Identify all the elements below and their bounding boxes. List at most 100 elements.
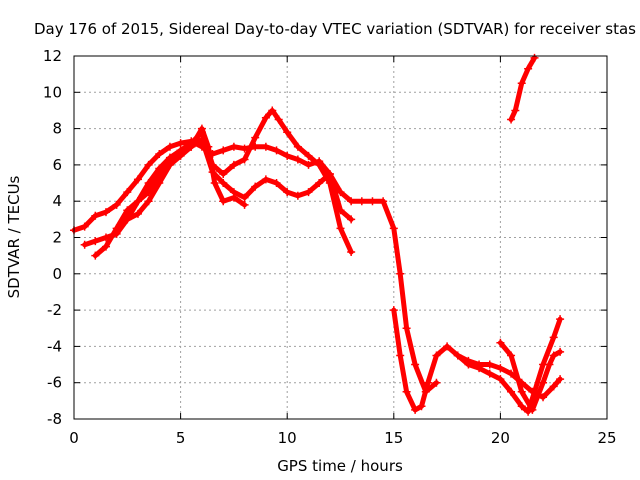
data-point (293, 155, 302, 164)
x-tick-label: 25 (597, 429, 616, 447)
data-point (144, 160, 153, 169)
data-point (389, 306, 398, 315)
data-point (549, 351, 558, 360)
data-point (219, 197, 228, 206)
data-point (219, 179, 228, 188)
data-point (315, 179, 324, 188)
data-point (91, 211, 100, 220)
data-point (229, 193, 238, 202)
data-point (133, 197, 142, 206)
data-point (187, 142, 196, 151)
x-tick-label: 20 (491, 429, 510, 447)
data-point (368, 197, 377, 206)
data-point (219, 169, 228, 178)
data-point (283, 188, 292, 197)
grid (74, 56, 607, 419)
data-point (240, 155, 249, 164)
data-point (261, 113, 270, 122)
x-tick-label: 5 (176, 429, 186, 447)
data-point (261, 142, 270, 151)
data-point (336, 224, 345, 233)
data-point (396, 351, 405, 360)
data-point (432, 351, 441, 360)
data-point (283, 128, 292, 137)
y-axis-label: SDTVAR / TECUs (5, 175, 23, 298)
data-point (402, 387, 411, 396)
data-point (304, 151, 313, 160)
data-point (347, 197, 356, 206)
data-point (507, 351, 516, 360)
data-point (517, 402, 526, 411)
data-point (423, 378, 432, 387)
data-point (545, 360, 554, 369)
data-point (274, 115, 283, 124)
data-point (272, 146, 281, 155)
data-point (389, 224, 398, 233)
data-point (165, 160, 174, 169)
data-point (315, 160, 324, 169)
data-point (453, 351, 462, 360)
data-marks (70, 53, 565, 416)
y-tick-label: 0 (52, 265, 62, 283)
x-tick-label: 15 (384, 429, 403, 447)
data-point (411, 405, 420, 414)
data-point (155, 179, 164, 188)
data-point (112, 224, 121, 233)
data-point (507, 115, 516, 124)
y-tick-label: 10 (43, 83, 62, 101)
data-point (240, 193, 249, 202)
data-point (417, 402, 426, 411)
data-point (123, 206, 132, 215)
data-point (112, 200, 121, 209)
y-tick-label: -6 (47, 374, 62, 392)
data-point (133, 209, 142, 218)
data-point (251, 133, 260, 142)
y-tick-label: 12 (43, 47, 62, 65)
data-point (496, 364, 505, 373)
data-point (336, 188, 345, 197)
data-point (240, 200, 249, 209)
data-point (524, 64, 533, 73)
y-tick-label: -4 (47, 337, 62, 355)
data-point (443, 342, 452, 351)
data-point (268, 106, 277, 115)
y-tick-label: 8 (52, 120, 62, 138)
data-point (511, 106, 520, 115)
data-point (402, 324, 411, 333)
data-point (101, 208, 110, 217)
data-point (539, 393, 548, 402)
y-tick-label: 2 (52, 229, 62, 247)
data-point (549, 382, 558, 391)
data-point (176, 139, 185, 148)
y-tick-label: -2 (47, 301, 62, 319)
data-point (123, 215, 132, 224)
data-point (133, 175, 142, 184)
data-point (432, 378, 441, 387)
y-tick-label: 6 (52, 156, 62, 174)
data-point (396, 269, 405, 278)
data-point (165, 142, 174, 151)
y-tick-label: 4 (52, 192, 62, 210)
x-tick-label: 0 (69, 429, 79, 447)
data-point (155, 150, 164, 159)
data-point (144, 197, 153, 206)
data-point (229, 142, 238, 151)
data-point (325, 179, 334, 188)
data-point (176, 151, 185, 160)
data-point (528, 405, 537, 414)
data-point (347, 215, 356, 224)
data-point (304, 188, 313, 197)
data-point (485, 369, 494, 378)
data-point (496, 338, 505, 347)
data-point (530, 53, 539, 62)
data-point (556, 347, 565, 356)
data-point (261, 175, 270, 184)
data-point (229, 160, 238, 169)
data-point (283, 151, 292, 160)
x-tick-label: 10 (278, 429, 297, 447)
x-axis-label: GPS time / hours (277, 457, 403, 475)
data-point (197, 124, 206, 133)
data-point (475, 360, 484, 369)
data-point (210, 179, 219, 188)
